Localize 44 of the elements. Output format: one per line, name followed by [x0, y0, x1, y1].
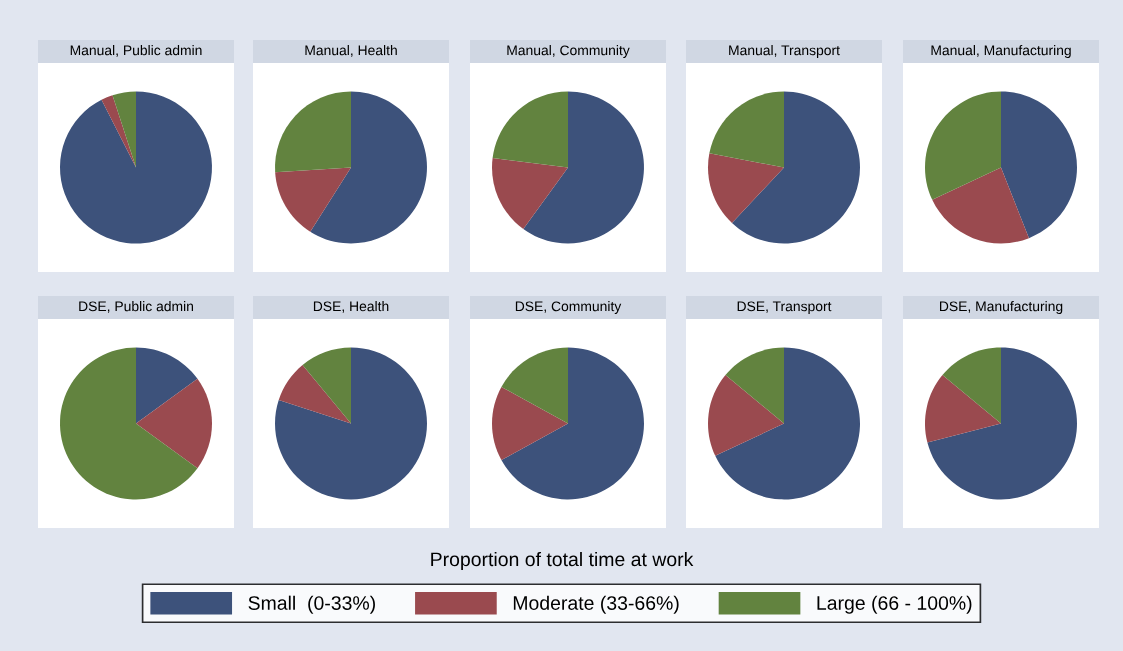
pie-slice	[1001, 91, 1077, 239]
pie-slice	[275, 91, 351, 173]
pie-slice	[492, 91, 568, 168]
chart-title: DSE, Transport	[737, 301, 832, 314]
pie-slice	[275, 347, 427, 500]
pie-slice	[136, 378, 212, 469]
chart-title: Manual, Transport	[729, 45, 840, 58]
pie-slice	[715, 347, 860, 500]
pie-slice	[492, 157, 568, 229]
chart-title: Manual, Public admin	[70, 45, 202, 57]
pie-slice	[101, 95, 136, 168]
pie-slice	[60, 347, 198, 500]
pie-slice	[523, 91, 644, 244]
pie-slice	[942, 347, 1001, 424]
pie-slice	[136, 347, 198, 424]
pie-slice	[927, 347, 1077, 500]
legend-label: Moderate (33-66%)	[513, 595, 679, 614]
pie-slice	[501, 347, 644, 500]
chart-title: Manual, Manufacturing	[931, 45, 1071, 58]
pie-slice	[709, 91, 784, 168]
pie-slice	[932, 167, 1029, 244]
chart-title: Manual, Health	[305, 45, 397, 57]
pie-slice	[708, 375, 784, 456]
chart-title: DSE, Public admin	[79, 301, 193, 313]
pie-slice	[278, 364, 351, 424]
text: Proportion of total time at work	[431, 551, 694, 571]
pie-slice	[60, 91, 212, 244]
chart-title: Manual, Community	[507, 45, 630, 58]
legend-label: Large (66 - 100%)	[817, 595, 972, 614]
chart-title: DSE, Health	[313, 301, 389, 313]
pie-slice	[492, 386, 568, 461]
pie-slice	[501, 347, 568, 424]
pie-slice	[731, 91, 860, 244]
pie-slice	[725, 347, 784, 424]
pie-slice	[925, 375, 1001, 443]
chart-title: DSE, Community	[515, 301, 622, 314]
pie-slice	[708, 153, 784, 223]
pie-slice	[925, 91, 1001, 200]
pie-slice	[302, 347, 351, 424]
chart-title: DSE, Manufacturing	[940, 301, 1063, 314]
pie-slice	[310, 91, 427, 244]
pie-slice	[275, 167, 351, 232]
pie-slice	[112, 91, 136, 168]
legend-label: Small (0-33%)	[248, 595, 375, 614]
